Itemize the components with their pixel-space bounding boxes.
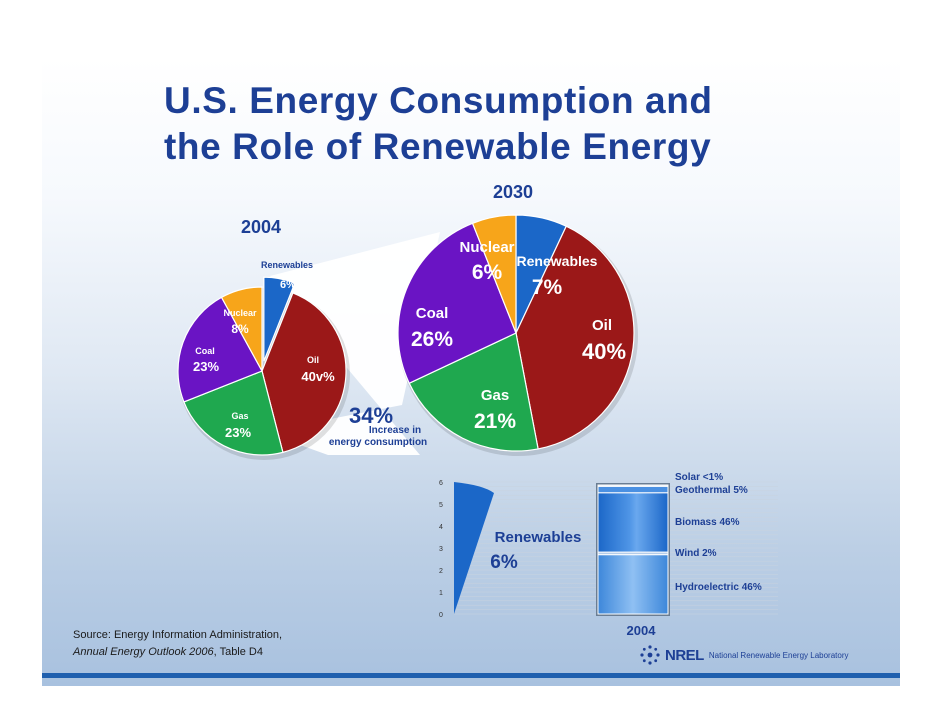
pie-2004-nuclear-label: Nuclear [223,308,257,318]
stack-segment [597,492,669,553]
pie2004-slice-coal [177,296,263,403]
y-tick-label: 2 [439,568,443,575]
source-publication: Annual Energy Outlook 2006 [73,646,214,658]
pie-2030-gas-value: 21% [474,410,516,433]
pie-2030-renewables-label: Renewables [517,253,598,269]
increase-annotation: 34% Increase in energy consumption [329,403,427,448]
y-tick-label: 3 [439,546,443,553]
y-axis-ticks: 0 1 2 3 4 5 6 [439,480,443,619]
pie-2030 [397,214,638,456]
segment-label-solar: Solar <1% [675,472,723,483]
pie-2004-renewables-label: Renewables [261,260,313,270]
increase-line-1: Increase in [369,425,421,436]
nrel-logo: NREL National Renewable Energy Laborator… [640,645,848,665]
nrel-full-name: National Renewable Energy Laboratory [708,650,849,660]
increase-value: 34% [349,403,393,428]
stack-segment [597,485,669,494]
increase-line-2: energy consumption [329,437,427,448]
pie-2030-oil-value: 40% [582,339,626,364]
pie-2004-coal-label: Coal [195,346,215,356]
pie-2004-coal-value: 23% [193,359,219,374]
y-tick-label: 1 [439,590,443,597]
segment-label-wind: Wind 2% [675,548,717,559]
pie-2004-oil-value: 40v% [301,369,335,384]
renewables-breakdown-chart: 0 1 2 3 4 5 6 Renewables 6% Solar <1% Geotherm… [439,472,778,638]
source-line-2: Annual Energy Outlook 2006, Table D4 [73,644,282,661]
segment-label-biomass: Biomass 46% [675,517,740,528]
pie-2030-nuclear-value: 6% [472,261,503,284]
renewables-wedge [454,482,494,614]
nrel-sun-icon [640,645,660,665]
pie-2004-oil-label: Oil [307,355,319,365]
wedge-label: Renewables [495,529,582,546]
stack-segment [597,554,669,615]
source-line-1: Source: Energy Information Administratio… [73,629,283,641]
pie-2030-oil-label: Oil [592,317,612,334]
source-citation: Source: Energy Information Administratio… [73,627,282,661]
pie-2030-coal-value: 26% [411,328,453,351]
pie2030-slice-gas [408,332,539,452]
bar-year-label: 2004 [627,623,657,638]
pie-2004-gas-label: Gas [231,411,248,421]
stack-segment [597,484,669,487]
pie-2004-nuclear-value: 8% [231,322,249,336]
segment-label-geothermal: Geothermal 5% [675,485,748,496]
pie2004-slice-renewables [263,276,296,362]
pie-2030-labels: Renewables 7% Oil 40% Gas 21% Coal 26% N… [411,239,626,433]
pie2004-slice-gas [183,370,284,456]
pie2030-slice-coal [397,222,517,385]
y-tick-label: 4 [439,524,443,531]
pie-2004-labels: Renewables 6% Oil 40v% Gas 23% Coal 23% … [193,260,335,440]
pie-2004 [177,276,350,460]
wedge-value: 6% [490,552,518,573]
title-line-2: the Role of Renewable Energy [164,126,712,167]
pie2030-slice-nuclear [471,214,517,334]
pie2004-slice-oil [261,292,347,454]
pie-2004-renewables-value: 6% [280,279,296,291]
bottom-accent-bar [42,673,900,678]
pie2030-slice-oil [515,225,635,450]
pie-2004-title: 2004 [241,217,281,237]
slide-title: U.S. Energy Consumption and the Role of … [164,78,713,170]
zoom-connector [264,232,440,455]
pie-2004-gas-value: 23% [225,425,251,440]
pie-2030-title: 2030 [493,182,533,202]
pie-2030-nuclear-label: Nuclear [459,239,514,256]
pie-2030-gas-label: Gas [481,387,509,404]
pie-2030-coal-label: Coal [416,305,449,322]
y-tick-label: 5 [439,502,443,509]
y-tick-label: 6 [439,480,443,487]
segment-labels: Solar <1% Geothermal 5% Biomass 46% Wind… [675,472,762,593]
segment-label-hydro: Hydroelectric 46% [675,582,762,593]
title-line-1: U.S. Energy Consumption and [164,80,713,121]
pie-2030-renewables-value: 7% [532,276,563,299]
renewables-stacked-bar [596,483,670,616]
pie2004-slice-nuclear [220,286,263,372]
nrel-wordmark: NREL [665,646,704,664]
y-tick-label: 0 [439,612,443,619]
source-table: , Table D4 [213,646,263,658]
